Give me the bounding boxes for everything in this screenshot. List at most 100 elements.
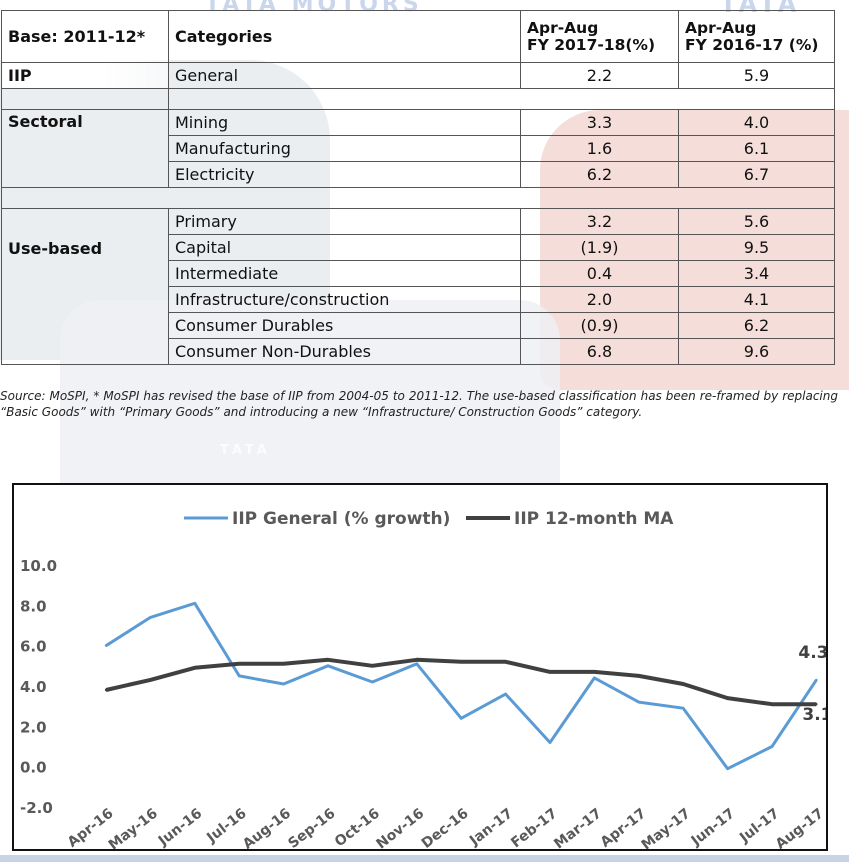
- data-point-iip-general: [593, 676, 596, 680]
- value-fy2017-18: 6.8: [520, 338, 679, 365]
- y-tick-label: 4.0: [20, 678, 47, 696]
- value-fy2016-17: 4.1: [678, 286, 835, 313]
- data-point-iip-general: [282, 682, 285, 686]
- data-point-iip-12m-ma: [282, 662, 285, 666]
- category-cell: Primary: [168, 208, 521, 235]
- y-tick-label: 6.0: [20, 638, 47, 656]
- data-point-iip-general: [371, 680, 374, 684]
- header-base: Base: 2011-12*: [1, 10, 169, 63]
- data-point-iip-12m-ma: [770, 702, 774, 706]
- x-tick-label: Jan-17: [466, 806, 516, 849]
- data-point-iip-12m-ma: [238, 662, 241, 666]
- header-fy2016-17: Apr-Aug FY 2016-17 (%): [678, 10, 835, 63]
- table-header-row: Base: 2011-12* Categories Apr-Aug FY 201…: [1, 10, 835, 63]
- x-tick-label: Aug-16: [240, 806, 294, 849]
- data-point-iip-12m-ma: [415, 658, 418, 661]
- category-cell: Manufacturing: [168, 135, 521, 162]
- data-point-iip-general: [415, 662, 418, 666]
- header-fy2016-17-line2: FY 2016-17 (%): [685, 35, 819, 54]
- value-fy2017-18: 1.6: [520, 135, 679, 162]
- x-tick-label: Jun-17: [688, 806, 738, 849]
- iip-table-container: Base: 2011-12* Categories Apr-Aug FY 201…: [1, 10, 835, 365]
- category-cell: Capital: [168, 234, 521, 261]
- data-point-iip-general: [504, 692, 507, 696]
- data-point-iip-general: [637, 700, 640, 704]
- value-fy2017-18: 3.2: [520, 208, 679, 235]
- data-point-iip-general: [460, 717, 463, 720]
- spacer-cell: [1, 187, 835, 209]
- category-cell: Intermediate: [168, 260, 521, 287]
- table-spacer-row: [1, 187, 835, 209]
- data-point-iip-12m-ma: [460, 660, 463, 663]
- group-label-sectoral: Sectoral: [1, 109, 169, 188]
- data-point-iip-12m-ma: [637, 674, 640, 678]
- data-point-iip-general: [193, 602, 196, 605]
- value-fy2016-17: 9.6: [678, 338, 835, 365]
- x-tick-label: Mar-17: [551, 806, 605, 849]
- data-point-iip-general: [548, 741, 552, 744]
- data-point-iip-12m-ma: [593, 670, 596, 674]
- data-label: 3.1: [802, 705, 826, 725]
- table-row: Sectoral Mining 3.3 4.0: [1, 109, 835, 188]
- data-point-iip-12m-ma: [104, 688, 108, 692]
- data-point-iip-12m-ma: [193, 666, 196, 670]
- y-tick-label: 0.0: [20, 759, 47, 777]
- value-fy2016-17: 9.5: [678, 234, 835, 261]
- data-point-iip-general: [682, 706, 685, 710]
- iip-growth-table: Base: 2011-12* Categories Apr-Aug FY 201…: [1, 10, 835, 365]
- legend-label-iip-12m-ma: IIP 12-month MA: [514, 509, 674, 529]
- x-tick-label: Jun-16: [155, 806, 205, 849]
- group-label-iip: IIP: [1, 62, 169, 89]
- data-point-iip-12m-ma: [726, 696, 729, 700]
- iip-line-chart: -2.0 0.0 2.0 4.0 6.0 8.0 10.0 Apr-16 May-16 Jun-1…: [12, 483, 828, 851]
- value-fy2017-18: 2.0: [520, 286, 679, 313]
- data-point-iip-12m-ma: [326, 658, 330, 661]
- category-cell: Electricity: [168, 161, 521, 188]
- value-fy2017-18: 6.2: [520, 161, 679, 188]
- chart-canvas: -2.00.02.04.06.08.010.0Apr-16May-16Jun-1…: [20, 509, 826, 849]
- data-point-iip-general: [326, 664, 330, 668]
- data-point-iip-general: [770, 745, 774, 748]
- category-cell: Consumer Durables: [168, 312, 521, 339]
- x-tick-label: Aug-17: [773, 806, 826, 849]
- value-fy2016-17: 6.1: [678, 135, 835, 162]
- header-fy2017-18: Apr-Aug FY 2017-18(%): [520, 10, 679, 63]
- category-cell: Consumer Non-Durables: [168, 338, 521, 365]
- y-tick-label: -2.0: [20, 799, 53, 817]
- series-line-iip-general: [105, 601, 818, 771]
- legend-label-iip-general: IIP General (% growth): [232, 509, 450, 529]
- value-fy2017-18: 0.4: [520, 260, 679, 287]
- x-tick-label: May-16: [106, 806, 161, 849]
- data-point-iip-12m-ma: [149, 678, 152, 682]
- watermark-logo: TATA: [220, 443, 271, 458]
- category-cell: Mining: [168, 109, 521, 136]
- x-tick-label: Dec-16: [419, 806, 472, 849]
- value-fy2016-17: 6.7: [678, 161, 835, 188]
- header-fy2017-18-line2: FY 2017-18(%): [527, 35, 656, 54]
- header-categories: Categories: [168, 10, 521, 63]
- data-point-iip-general: [104, 644, 108, 647]
- data-point-iip-general: [815, 678, 818, 682]
- group-label-use-based: Use-based: [1, 208, 169, 365]
- data-point-iip-12m-ma: [504, 660, 507, 663]
- value-fy2017-18: 2.2: [520, 62, 679, 89]
- series-line-iip-12m-ma: [105, 657, 817, 707]
- data-point-iip-12m-ma: [548, 670, 552, 674]
- x-tick-label: Nov-16: [373, 806, 427, 849]
- x-tick-label: May-17: [639, 806, 694, 849]
- header-fy2017-18-line1: Apr-Aug: [527, 18, 599, 37]
- y-tick-label: 8.0: [20, 597, 47, 615]
- spacer-cell: [1, 88, 169, 110]
- value-fy2016-17: 4.0: [678, 109, 835, 136]
- value-fy2016-17: 5.6: [678, 208, 835, 235]
- spacer-cell: [168, 88, 835, 110]
- value-fy2017-18: (1.9): [520, 234, 679, 261]
- data-point-iip-general: [726, 767, 729, 770]
- y-tick-label: 2.0: [20, 718, 47, 736]
- data-point-iip-12m-ma: [682, 682, 685, 686]
- y-tick-label: 10.0: [20, 557, 57, 575]
- value-fy2016-17: 5.9: [678, 62, 835, 89]
- source-note: Source: MoSPI, * MoSPI has revised the b…: [0, 389, 838, 419]
- table-row: IIP General 2.2 5.9: [1, 62, 835, 89]
- value-fy2017-18: 3.3: [520, 109, 679, 136]
